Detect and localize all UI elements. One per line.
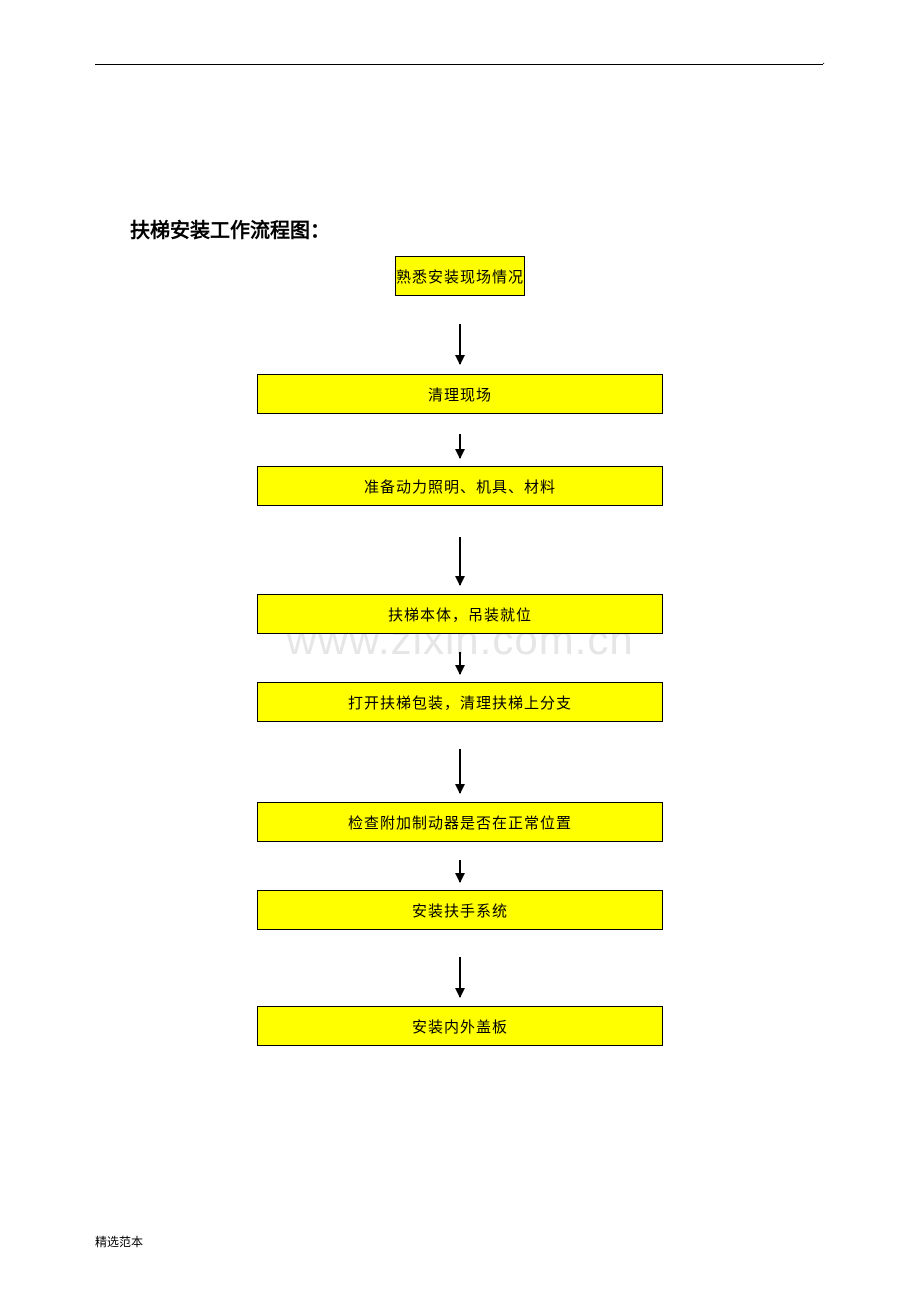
footer-text: 精选范本 <box>95 1233 143 1250</box>
step-box-6: 检查附加制动器是否在正常位置 <box>257 802 663 842</box>
step-box-5: 打开扶梯包装，清理扶梯上分支 <box>257 682 663 722</box>
step-box-8: 安装内外盖板 <box>257 1006 663 1046</box>
step-box-7: 安装扶手系统 <box>257 890 663 930</box>
arrow-2 <box>459 414 461 466</box>
arrow-1 <box>459 296 461 374</box>
diagram-title: 扶梯安装工作流程图： <box>130 214 330 243</box>
flowchart-container: 熟悉安装现场情况 清理现场 准备动力照明、机具、材料 扶梯本体，吊装就位 打开扶… <box>257 256 663 1046</box>
arrow-3 <box>459 506 461 594</box>
arrow-5 <box>459 722 461 802</box>
step-box-4: 扶梯本体，吊装就位 <box>257 594 663 634</box>
step-box-2: 清理现场 <box>257 374 663 414</box>
arrow-4 <box>459 634 461 682</box>
step-box-1: 熟悉安装现场情况 <box>395 256 525 296</box>
arrow-6 <box>459 842 461 890</box>
arrow-7 <box>459 930 461 1006</box>
page-top-rule <box>95 64 823 65</box>
step-box-3: 准备动力照明、机具、材料 <box>257 466 663 506</box>
page-corner-dot: . <box>822 56 825 67</box>
